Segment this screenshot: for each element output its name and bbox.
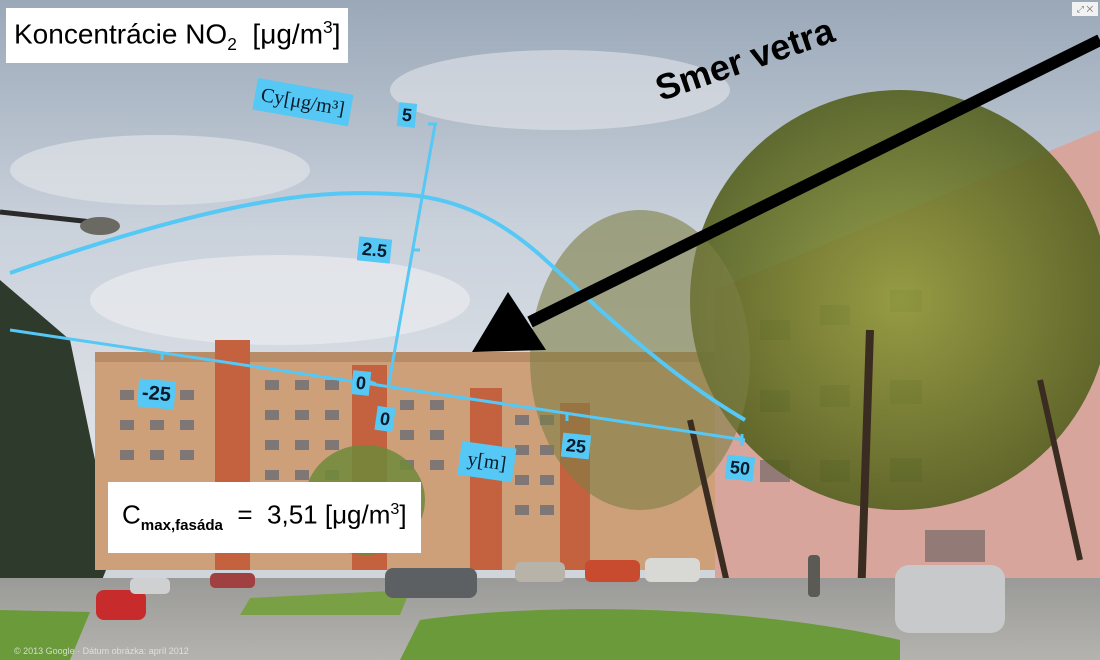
cloud [390, 50, 730, 130]
title-unit-prefix: [μg/m [236, 18, 324, 50]
cmax-facade-annotation: Cmax,fasáda = 3,51 [μg/m3] [108, 482, 421, 553]
cy-tick-label-2-5: 2.5 [356, 236, 393, 264]
cloud [90, 255, 470, 345]
cloud [10, 135, 310, 205]
y-axis-line [9, 328, 746, 442]
cmax-subscript: max,fasáda [140, 516, 223, 534]
title-subscript: 2 [227, 33, 237, 54]
expand-icon[interactable]: ⤢ ✕ [1072, 2, 1098, 16]
y-tick-label-minus-25: -25 [136, 378, 177, 410]
wind-direction-arrow-head [472, 292, 546, 352]
wind-direction-arrow-shaft [527, 34, 1100, 328]
title-unit-suffix: ] [332, 18, 341, 50]
y-tick-label-25: 25 [560, 432, 592, 460]
concentration-curve [9, 191, 747, 422]
lawn [400, 609, 900, 660]
cy-tick-label-5: 5 [396, 102, 418, 128]
parked-car [210, 573, 255, 588]
lawn [240, 590, 410, 615]
title-text: Koncentrácie NO [14, 18, 228, 50]
y-tick-label-50: 50 [724, 454, 756, 482]
apartment-block-roof [95, 352, 715, 362]
cmax-unit-suffix: ] [399, 499, 407, 530]
lawn [0, 610, 90, 660]
tree-foliage [530, 210, 750, 510]
left-tree [0, 280, 110, 620]
parked-car-silver [895, 565, 1005, 633]
street-lamp-head [80, 217, 120, 235]
cmax-symbol: C [122, 499, 141, 530]
tree-foliage [690, 90, 1100, 510]
cmax-unit-superscript: 3 [390, 500, 400, 518]
parked-car [515, 562, 565, 582]
parked-car [130, 578, 170, 594]
pedestrian [808, 555, 820, 597]
parked-car [585, 560, 640, 582]
y-tick-label-0: 0 [374, 405, 396, 433]
figure-title: Koncentrácie NO2 [μg/m3] [6, 8, 349, 63]
parked-car [385, 568, 477, 598]
street-lamp-arm [0, 209, 93, 225]
cmax-value: = 3,51 [μg/m [222, 499, 391, 530]
title-unit-superscript: 3 [323, 17, 333, 37]
tree-trunk [1037, 379, 1083, 561]
google-copyright-watermark: © 2013 Google · Dátum obrázka: apríl 201… [14, 646, 189, 656]
cy-axis-line [386, 124, 437, 389]
parked-car-red [96, 590, 146, 620]
parked-car [645, 558, 700, 582]
cy-tick-label-0: 0 [350, 370, 372, 396]
